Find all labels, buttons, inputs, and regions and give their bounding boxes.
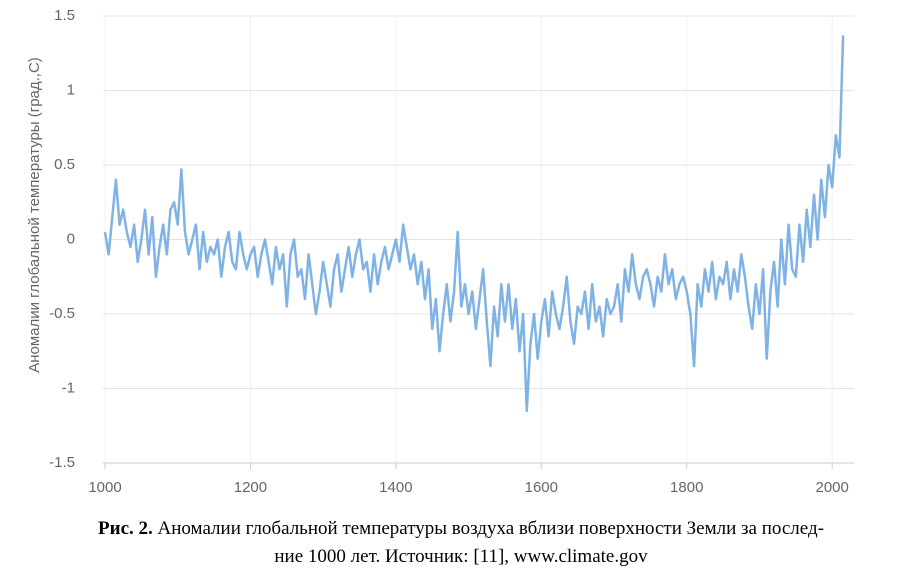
y-tick-label: 1.5 <box>54 7 75 24</box>
y-tick-label: 1 <box>67 81 75 98</box>
y-tick-label: -1 <box>62 379 75 396</box>
y-tick-label: 0 <box>67 230 75 247</box>
x-tick-label: 2000 <box>815 479 848 496</box>
y-tick-label: 0.5 <box>54 156 75 173</box>
y-tick-label: -1.5 <box>49 454 75 471</box>
x-tick-label: 1800 <box>670 479 703 496</box>
x-tick-label: 1000 <box>88 479 121 496</box>
caption-line: Рис. 2. Аномалии глобальной температуры … <box>98 518 824 539</box>
data-line <box>103 35 845 413</box>
y-axis-label: Аномалии глобальной температуры (град.,С… <box>26 57 43 373</box>
caption-text: Аномалии глобальной температуры воздуха … <box>158 518 824 539</box>
caption-line: ние 1000 лет. Источник: [11], www.climat… <box>274 546 648 567</box>
x-tick-label: 1200 <box>234 479 267 496</box>
y-tick-label: -0.5 <box>49 305 75 322</box>
x-tick-label: 1400 <box>379 479 412 496</box>
x-tick-label: 1600 <box>525 479 558 496</box>
caption-label: Рис. 2. <box>98 518 153 539</box>
